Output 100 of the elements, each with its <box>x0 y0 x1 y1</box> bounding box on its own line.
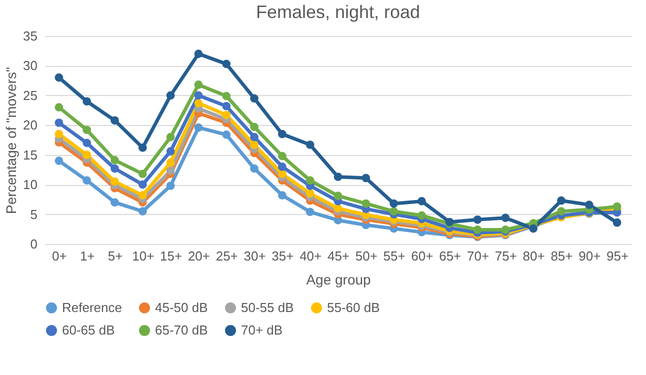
x-tick-label: 45+ <box>327 248 350 264</box>
point <box>166 166 175 176</box>
x-tick-label: 80+ <box>522 248 545 264</box>
x-tick-label: 60+ <box>411 248 434 264</box>
point <box>334 192 342 200</box>
chart-title: Females, night, road <box>256 2 420 22</box>
x-tick-label: 30+ <box>244 248 266 264</box>
point <box>82 126 92 134</box>
point <box>54 103 64 112</box>
x-tick-label: 85+ <box>550 248 573 264</box>
y-tick-label: 25 <box>23 88 38 103</box>
point <box>222 130 231 139</box>
point <box>306 189 314 198</box>
point <box>612 202 622 211</box>
x-tick-label: 55+ <box>383 248 406 264</box>
point <box>82 176 92 185</box>
point <box>194 98 203 108</box>
point <box>110 156 119 164</box>
point <box>194 123 203 132</box>
point <box>278 191 286 200</box>
legend-label: 55-60 dB <box>327 300 380 315</box>
point <box>529 224 538 233</box>
point <box>194 91 203 100</box>
point <box>584 200 594 209</box>
point <box>473 215 482 224</box>
point <box>250 132 258 142</box>
x-tick-label: 10+ <box>132 248 154 264</box>
x-tick-label: 50+ <box>355 248 378 264</box>
point <box>194 80 203 89</box>
point <box>334 204 342 213</box>
point <box>166 147 175 156</box>
x-tick-label: 0+ <box>52 248 67 264</box>
y-tick-label: 20 <box>23 118 38 133</box>
point <box>222 92 231 100</box>
point <box>138 191 147 200</box>
point <box>110 198 119 207</box>
point <box>110 116 119 125</box>
point <box>278 152 286 160</box>
point <box>278 162 286 171</box>
point <box>222 110 231 120</box>
point <box>362 174 370 182</box>
point <box>82 138 92 148</box>
point <box>54 130 64 138</box>
point <box>306 140 314 149</box>
y-tick-label: 15 <box>23 147 38 162</box>
point <box>306 208 314 216</box>
point <box>82 150 92 160</box>
legend-label: 60-65 dB <box>62 322 115 338</box>
point <box>166 158 175 167</box>
y-tick-label: 0 <box>30 236 38 252</box>
point <box>250 94 258 103</box>
point <box>166 91 175 100</box>
point <box>278 170 286 178</box>
point <box>250 140 258 149</box>
point <box>110 177 119 186</box>
x-tick-label: 20+ <box>188 248 210 264</box>
x-axis-title: Age group <box>306 272 372 288</box>
y-tick-label: 5 <box>30 206 38 222</box>
point <box>166 182 175 190</box>
y-tick-label: 30 <box>23 58 38 74</box>
point <box>54 156 64 165</box>
point <box>418 211 426 220</box>
point <box>250 164 258 173</box>
point <box>418 197 426 206</box>
point <box>473 226 482 234</box>
x-tick-label: 95+ <box>606 248 629 264</box>
x-tick-label: 1+ <box>80 248 95 264</box>
x-tick-label: 25+ <box>216 248 238 264</box>
x-tick-label: 40+ <box>300 248 322 264</box>
point <box>557 207 566 216</box>
point <box>54 73 64 82</box>
point <box>250 122 258 132</box>
point <box>390 199 398 208</box>
x-tick-label: 70+ <box>466 248 490 264</box>
legend-label: 45-50 dB <box>155 300 208 315</box>
legend-label: 70+ dB <box>241 322 283 338</box>
point <box>110 164 119 173</box>
point <box>362 199 370 208</box>
point <box>557 196 566 205</box>
x-tick-label: 35+ <box>272 248 294 264</box>
legend-label: Reference <box>62 300 122 315</box>
legend-label: 50-55 dB <box>241 300 294 315</box>
point <box>334 172 342 182</box>
point <box>501 214 510 222</box>
point <box>54 118 64 127</box>
point <box>138 170 147 178</box>
x-tick-label: 90+ <box>578 248 601 264</box>
y-tick-label: 10 <box>23 177 38 192</box>
point <box>82 97 92 106</box>
x-tick-label: 15+ <box>160 248 182 264</box>
point <box>306 176 314 185</box>
x-tick-label: 5+ <box>108 248 123 264</box>
point <box>166 132 175 142</box>
legend-label: 65-70 dB <box>155 322 208 338</box>
point <box>138 144 147 152</box>
y-axis-title: Percentage of "movers" <box>3 67 20 214</box>
point <box>222 60 231 68</box>
point <box>194 50 203 58</box>
x-tick-label: 75+ <box>494 248 517 264</box>
y-tick-label: 35 <box>23 28 38 44</box>
